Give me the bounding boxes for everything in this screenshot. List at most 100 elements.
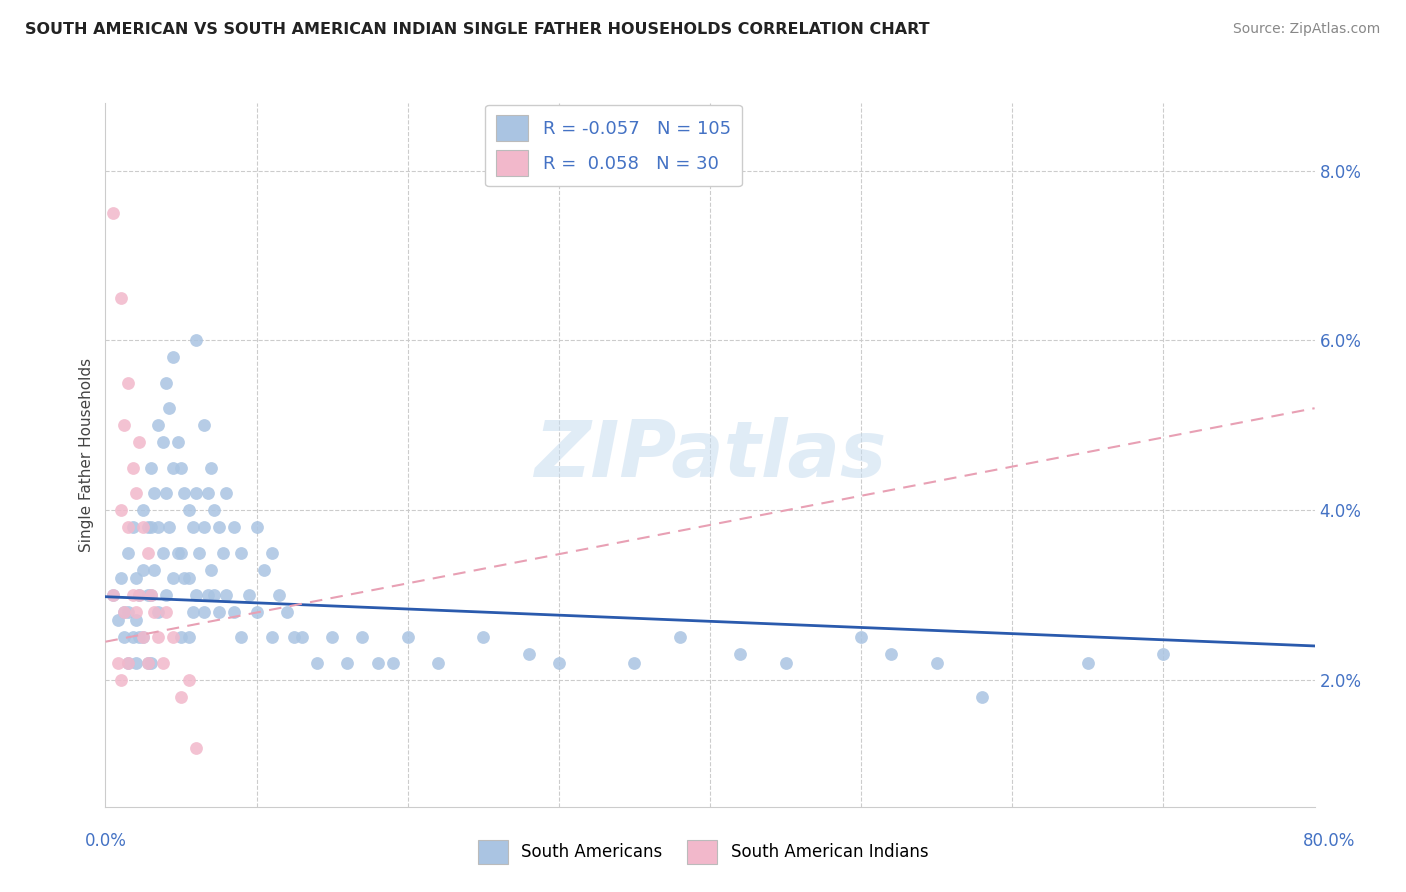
Point xyxy=(193,418,215,433)
Point xyxy=(170,460,193,475)
Point xyxy=(283,631,305,645)
Point xyxy=(117,520,139,534)
Point xyxy=(517,648,540,662)
Point xyxy=(366,656,388,670)
Point xyxy=(246,520,269,534)
Point xyxy=(112,631,135,645)
Point xyxy=(110,503,132,517)
Point xyxy=(148,605,170,619)
Point xyxy=(1153,648,1175,662)
Y-axis label: Single Father Households: Single Father Households xyxy=(79,358,94,552)
Point xyxy=(222,605,245,619)
Point xyxy=(117,605,139,619)
Point xyxy=(124,486,148,500)
Legend: South Americans, South American Indians: South Americans, South American Indians xyxy=(471,833,935,871)
Point xyxy=(215,588,238,602)
Point xyxy=(148,520,170,534)
Point xyxy=(112,605,135,619)
Point xyxy=(173,571,195,585)
Text: SOUTH AMERICAN VS SOUTH AMERICAN INDIAN SINGLE FATHER HOUSEHOLDS CORRELATION CHA: SOUTH AMERICAN VS SOUTH AMERICAN INDIAN … xyxy=(25,22,929,37)
Point xyxy=(162,631,184,645)
Text: ZIPatlas: ZIPatlas xyxy=(534,417,886,493)
Point xyxy=(215,486,238,500)
Text: 80.0%: 80.0% xyxy=(1302,831,1355,849)
Point xyxy=(352,631,374,645)
Point xyxy=(177,503,200,517)
Point xyxy=(139,656,162,670)
Point xyxy=(222,520,245,534)
Point xyxy=(212,545,235,559)
Point xyxy=(880,648,903,662)
Point xyxy=(186,334,208,348)
Point xyxy=(775,656,797,670)
Point xyxy=(231,545,253,559)
Point xyxy=(132,631,155,645)
Point xyxy=(925,656,948,670)
Text: Source: ZipAtlas.com: Source: ZipAtlas.com xyxy=(1233,22,1381,37)
Point xyxy=(136,545,159,559)
Point xyxy=(101,588,124,602)
Point xyxy=(208,520,231,534)
Point xyxy=(167,545,190,559)
Point xyxy=(170,545,193,559)
Point xyxy=(269,588,291,602)
Point xyxy=(197,588,219,602)
Point xyxy=(669,631,692,645)
Point xyxy=(181,520,204,534)
Point xyxy=(155,376,177,390)
Point xyxy=(139,520,162,534)
Point xyxy=(124,605,148,619)
Point xyxy=(112,605,135,619)
Point xyxy=(101,206,124,220)
Point xyxy=(970,690,993,704)
Point xyxy=(152,656,174,670)
Point xyxy=(139,588,162,602)
Point xyxy=(623,656,645,670)
Point xyxy=(162,460,184,475)
Point xyxy=(136,656,159,670)
Point xyxy=(121,588,143,602)
Point xyxy=(128,588,150,602)
Point xyxy=(117,656,139,670)
Point xyxy=(155,588,177,602)
Point xyxy=(188,545,211,559)
Point xyxy=(186,740,208,755)
Point xyxy=(132,631,155,645)
Point xyxy=(1077,656,1099,670)
Point xyxy=(170,690,193,704)
Point xyxy=(173,486,195,500)
Point xyxy=(148,631,170,645)
Point xyxy=(208,605,231,619)
Point xyxy=(162,351,184,365)
Point xyxy=(170,631,193,645)
Point xyxy=(321,631,343,645)
Point xyxy=(128,435,150,450)
Point xyxy=(193,605,215,619)
Point xyxy=(177,673,200,687)
Point xyxy=(336,656,359,670)
Point xyxy=(162,571,184,585)
Legend: R = -0.057   N = 105, R =  0.058   N = 30: R = -0.057 N = 105, R = 0.058 N = 30 xyxy=(485,104,742,186)
Point xyxy=(181,605,204,619)
Point xyxy=(849,631,872,645)
Point xyxy=(142,486,165,500)
Point xyxy=(110,571,132,585)
Point xyxy=(107,656,129,670)
Point xyxy=(117,376,139,390)
Point xyxy=(132,503,155,517)
Point xyxy=(193,520,215,534)
Point xyxy=(472,631,495,645)
Point xyxy=(427,656,450,670)
Point xyxy=(101,588,124,602)
Point xyxy=(148,418,170,433)
Point xyxy=(200,562,222,576)
Point xyxy=(307,656,329,670)
Point xyxy=(136,520,159,534)
Point xyxy=(157,520,180,534)
Point xyxy=(136,588,159,602)
Point xyxy=(291,631,314,645)
Point xyxy=(142,605,165,619)
Point xyxy=(132,562,155,576)
Point xyxy=(112,418,135,433)
Point xyxy=(152,545,174,559)
